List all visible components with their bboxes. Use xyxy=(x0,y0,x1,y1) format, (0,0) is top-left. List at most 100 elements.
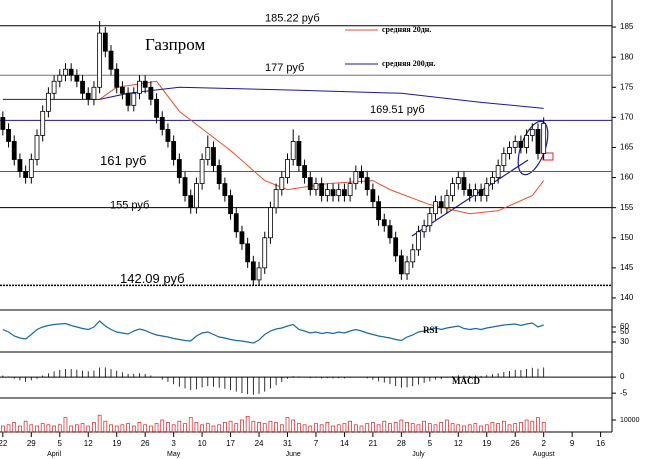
volume-bar xyxy=(359,425,364,433)
candle-body xyxy=(262,237,268,269)
y-tick-label: 155 xyxy=(620,203,634,212)
volume-bar xyxy=(40,423,45,433)
candle-body xyxy=(239,231,245,245)
volume-bar xyxy=(52,425,56,433)
volume-bar xyxy=(57,424,62,433)
x-tick-label: 5 xyxy=(58,439,63,448)
volume-bar xyxy=(86,425,91,433)
rsi-label: RSI xyxy=(423,325,439,335)
volume-bar xyxy=(519,422,523,433)
candle-body xyxy=(194,183,199,209)
candle-body xyxy=(524,135,530,148)
volume-bar xyxy=(393,422,398,433)
candle-body xyxy=(63,68,68,76)
volume-bar xyxy=(388,423,392,433)
candle-body xyxy=(216,165,222,184)
candle-body xyxy=(233,213,239,233)
volume-bar xyxy=(416,424,421,433)
volume-bar xyxy=(18,425,22,433)
volume-bar xyxy=(496,423,500,433)
candle-body xyxy=(467,189,473,197)
volume-bar xyxy=(200,424,204,433)
candle-body xyxy=(45,92,51,112)
volume-bar xyxy=(262,423,267,433)
candle-body xyxy=(455,177,461,184)
candle-body xyxy=(353,171,359,184)
volume-bar xyxy=(251,420,256,433)
volume-bar xyxy=(69,425,74,433)
volume-bar xyxy=(166,422,170,433)
x-tick-label: 19 xyxy=(482,439,491,448)
volume-bar xyxy=(29,424,34,433)
volume-bar xyxy=(279,424,284,433)
level-label: 142.09 руб xyxy=(120,271,185,286)
candle-body xyxy=(171,141,177,160)
x-tick-label: 29 xyxy=(27,439,36,448)
level-label: 169.51 руб xyxy=(370,104,425,116)
candle-body xyxy=(404,261,410,275)
volume-bar xyxy=(501,420,506,433)
candle-body xyxy=(108,50,114,70)
x-tick-label: 5 xyxy=(428,439,433,448)
volume-bar xyxy=(126,423,130,433)
y-tick-label: 30 xyxy=(620,337,629,346)
candle-body xyxy=(137,80,142,94)
candle-body xyxy=(273,189,279,209)
x-tick-label: 21 xyxy=(368,439,377,448)
candle-body xyxy=(359,171,364,178)
volume-bar xyxy=(405,422,409,433)
y-tick-label: 170 xyxy=(620,112,634,121)
candle-body xyxy=(28,159,34,178)
volume-bar xyxy=(507,424,512,433)
candle-body xyxy=(285,159,290,178)
volume-bar xyxy=(308,425,313,433)
volume-bar xyxy=(314,423,318,433)
candle-body xyxy=(484,183,490,197)
x-tick-label: 17 xyxy=(226,439,235,448)
candle-body xyxy=(222,183,228,197)
volume-bar xyxy=(490,422,495,433)
candle-body xyxy=(444,195,450,209)
candle-body xyxy=(381,219,387,227)
volume-bar xyxy=(467,424,472,433)
month-label: July xyxy=(412,451,425,458)
volume-bar xyxy=(325,422,330,433)
candle-body xyxy=(364,177,370,191)
x-tick-label: 28 xyxy=(397,439,406,448)
candle-body xyxy=(290,141,296,160)
x-tick-label: 7 xyxy=(314,439,319,448)
volume-bar xyxy=(63,417,68,433)
volume-bar xyxy=(23,420,28,433)
y-tick-label: 165 xyxy=(620,143,634,152)
y-tick-label: 175 xyxy=(620,82,634,91)
volume-bar xyxy=(382,420,387,433)
level-label: 185.22 руб xyxy=(265,13,320,25)
candle-body xyxy=(165,129,171,142)
candle-body xyxy=(74,74,80,82)
candle-body xyxy=(410,249,416,263)
candle-body xyxy=(176,159,182,178)
highlight-box xyxy=(542,152,554,161)
volume-bar xyxy=(205,423,210,433)
volume-bar xyxy=(143,424,148,433)
y-tick-label: 185 xyxy=(620,22,634,31)
volume-bar xyxy=(331,425,335,433)
volume-bar xyxy=(92,422,96,433)
volume-bar xyxy=(524,419,529,433)
volume-bar xyxy=(462,425,466,433)
volume-bar xyxy=(217,424,222,433)
candle-body xyxy=(51,80,57,94)
candle-body xyxy=(114,68,120,88)
volume-bar xyxy=(228,420,233,433)
candle-body xyxy=(507,147,512,154)
candle-body xyxy=(6,129,11,142)
volume-bar xyxy=(149,425,153,433)
candle-body xyxy=(17,159,23,172)
candle-body xyxy=(313,183,319,191)
candle-body xyxy=(228,195,233,215)
chart-title: Газпром xyxy=(145,35,205,54)
candle-body xyxy=(438,201,444,209)
volume-bar xyxy=(399,419,404,433)
